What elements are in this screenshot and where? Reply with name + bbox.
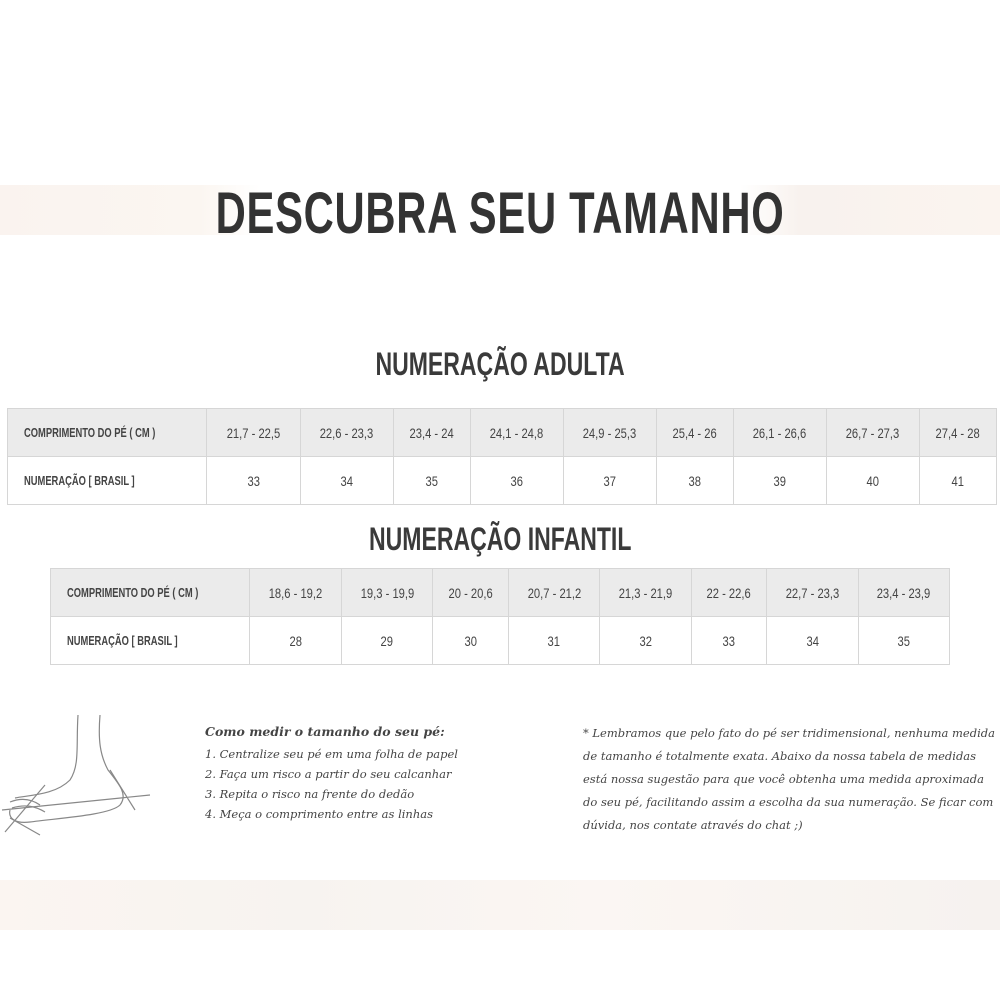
cell-text: 36 bbox=[510, 472, 523, 489]
cell-text: 27,4 - 28 bbox=[935, 424, 981, 441]
cell-text: 20,7 - 21,2 bbox=[527, 584, 581, 601]
cell-text: 33 bbox=[722, 632, 736, 649]
size-cell: 31 bbox=[507, 616, 601, 665]
size-cell: 35 bbox=[392, 456, 471, 505]
length-cell: 18,6 - 19,2 bbox=[249, 568, 342, 617]
cell-text: 24,1 - 24,8 bbox=[489, 424, 544, 441]
cell-text: 21,7 - 22,5 bbox=[226, 424, 281, 441]
size-cell: 29 bbox=[340, 616, 434, 665]
row-label: COMPRIMENTO DO PÉ ( CM ) bbox=[6, 408, 208, 457]
size-cell: 33 bbox=[690, 616, 768, 665]
decorative-band-bottom bbox=[0, 880, 1000, 930]
cell-text: 20 - 20,6 bbox=[448, 584, 493, 601]
size-cell: 40 bbox=[825, 456, 920, 505]
cell-text: 37 bbox=[603, 472, 616, 489]
cell-text: 30 bbox=[464, 632, 477, 649]
size-cell: 33 bbox=[206, 456, 301, 505]
length-cell: 21,3 - 21,9 bbox=[599, 568, 692, 617]
table-row: COMPRIMENTO DO PÉ ( CM ) 21,7 - 22,5 22,6 … bbox=[6, 408, 998, 457]
size-cell: 30 bbox=[432, 616, 509, 665]
cell-text: NUMERAÇÃO [ BRASIL ] bbox=[67, 633, 178, 648]
step: 1. Centralize seu pé em uma folha de pap… bbox=[205, 747, 458, 761]
cell-text: COMPRIMENTO DO PÉ ( CM ) bbox=[24, 425, 156, 440]
length-cell: 27,4 - 28 bbox=[918, 408, 998, 457]
adult-title-text: NUMERAÇÃO ADULTA bbox=[375, 346, 625, 382]
length-cell: 22,7 - 23,3 bbox=[766, 568, 859, 617]
cell-text: 32 bbox=[639, 632, 652, 649]
cell-text: 39 bbox=[773, 472, 787, 489]
cell-text: 25,4 - 26 bbox=[672, 424, 717, 441]
size-cell: 32 bbox=[599, 616, 692, 665]
cell-text: 23,4 - 24 bbox=[409, 424, 454, 441]
size-cell: 38 bbox=[655, 456, 734, 505]
row-label: COMPRIMENTO DO PÉ ( CM ) bbox=[49, 568, 251, 617]
cell-text: COMPRIMENTO DO PÉ ( CM ) bbox=[67, 585, 199, 600]
length-cell: 19,3 - 19,9 bbox=[340, 568, 434, 617]
cell-text: 34 bbox=[340, 472, 353, 489]
length-cell: 26,7 - 27,3 bbox=[825, 408, 920, 457]
cell-text: 41 bbox=[951, 472, 965, 489]
cell-text: 33 bbox=[247, 472, 260, 489]
length-cell: 20,7 - 21,2 bbox=[507, 568, 601, 617]
cell-text: 18,6 - 19,2 bbox=[268, 584, 323, 601]
cell-text: 22,6 - 23,3 bbox=[319, 424, 374, 441]
step: 2. Faça um risco a partir do seu calcanh… bbox=[205, 767, 452, 781]
size-cell: 34 bbox=[299, 456, 394, 505]
adult-title: NUMERAÇÃO ADULTA bbox=[0, 346, 1000, 383]
child-title: NUMERAÇÃO INFANTIL bbox=[0, 521, 1000, 558]
how-to-heading: Como medir o tamanho do seu pé: bbox=[205, 724, 445, 739]
length-cell: 21,7 - 22,5 bbox=[206, 408, 301, 457]
size-cell: 34 bbox=[766, 616, 859, 665]
cell-text: 35 bbox=[897, 632, 911, 649]
child-size-table: COMPRIMENTO DO PÉ ( CM ) 18,6 - 19,2 19,3 … bbox=[49, 568, 951, 665]
cell-text: 22,7 - 23,3 bbox=[785, 584, 840, 601]
cell-text: 35 bbox=[425, 472, 438, 489]
length-cell: 22 - 22,6 bbox=[690, 568, 768, 617]
cell-text: 28 bbox=[289, 632, 302, 649]
cell-text: 22 - 22,6 bbox=[706, 584, 752, 601]
table-row: NUMERAÇÃO [ BRASIL ] 33 34 35 36 37 38 39 40 41 bbox=[6, 456, 998, 505]
row-label: NUMERAÇÃO [ BRASIL ] bbox=[6, 456, 208, 505]
adult-size-table: COMPRIMENTO DO PÉ ( CM ) 21,7 - 22,5 22,6 … bbox=[6, 408, 998, 505]
step: 3. Repita o risco na frente do dedão bbox=[205, 787, 415, 801]
how-to-measure: Como medir o tamanho do seu pé: 1. Centr… bbox=[205, 722, 458, 824]
foot-measure-icon bbox=[1, 714, 151, 836]
step: 4. Meça o comprimento entre as linhas bbox=[205, 807, 433, 821]
cell-text: 23,4 - 23,9 bbox=[877, 584, 931, 601]
decorative-band-top bbox=[0, 185, 1000, 235]
row-label: NUMERAÇÃO [ BRASIL ] bbox=[49, 616, 251, 665]
cell-text: 26,7 - 27,3 bbox=[846, 424, 900, 441]
cell-text: 19,3 - 19,9 bbox=[360, 584, 414, 601]
length-cell: 22,6 - 23,3 bbox=[299, 408, 394, 457]
disclaimer-note: * Lembramos que pelo fato do pé ser trid… bbox=[583, 726, 995, 832]
cell-text: 24,9 - 25,3 bbox=[582, 424, 637, 441]
cell-text: 40 bbox=[866, 472, 880, 489]
size-cell: 28 bbox=[249, 616, 342, 665]
cell-text: 34 bbox=[806, 632, 819, 649]
length-cell: 24,9 - 25,3 bbox=[562, 408, 657, 457]
page-title: DESCUBRA SEU TAMANHO bbox=[0, 180, 1000, 247]
length-cell: 23,4 - 23,9 bbox=[857, 568, 951, 617]
table-row: COMPRIMENTO DO PÉ ( CM ) 18,6 - 19,2 19,3 … bbox=[49, 568, 951, 617]
length-cell: 26,1 - 26,6 bbox=[732, 408, 827, 457]
cell-text: NUMERAÇÃO [ BRASIL ] bbox=[24, 473, 135, 488]
length-cell: 25,4 - 26 bbox=[655, 408, 734, 457]
cell-text: 29 bbox=[380, 632, 394, 649]
cell-text: 31 bbox=[547, 632, 561, 649]
cell-text: 38 bbox=[688, 472, 701, 489]
length-cell: 24,1 - 24,8 bbox=[469, 408, 564, 457]
size-cell: 37 bbox=[562, 456, 657, 505]
length-cell: 20 - 20,6 bbox=[432, 568, 509, 617]
size-cell: 36 bbox=[469, 456, 564, 505]
length-cell: 23,4 - 24 bbox=[392, 408, 471, 457]
page-title-text: DESCUBRA SEU TAMANHO bbox=[215, 181, 785, 246]
size-cell: 35 bbox=[857, 616, 951, 665]
size-cell: 39 bbox=[732, 456, 827, 505]
cell-text: 26,1 - 26,6 bbox=[753, 424, 807, 441]
child-title-text: NUMERAÇÃO INFANTIL bbox=[368, 521, 632, 557]
cell-text: 21,3 - 21,9 bbox=[618, 584, 673, 601]
size-cell: 41 bbox=[918, 456, 998, 505]
table-row: NUMERAÇÃO [ BRASIL ] 28 29 30 31 32 33 34 35 bbox=[49, 616, 951, 665]
